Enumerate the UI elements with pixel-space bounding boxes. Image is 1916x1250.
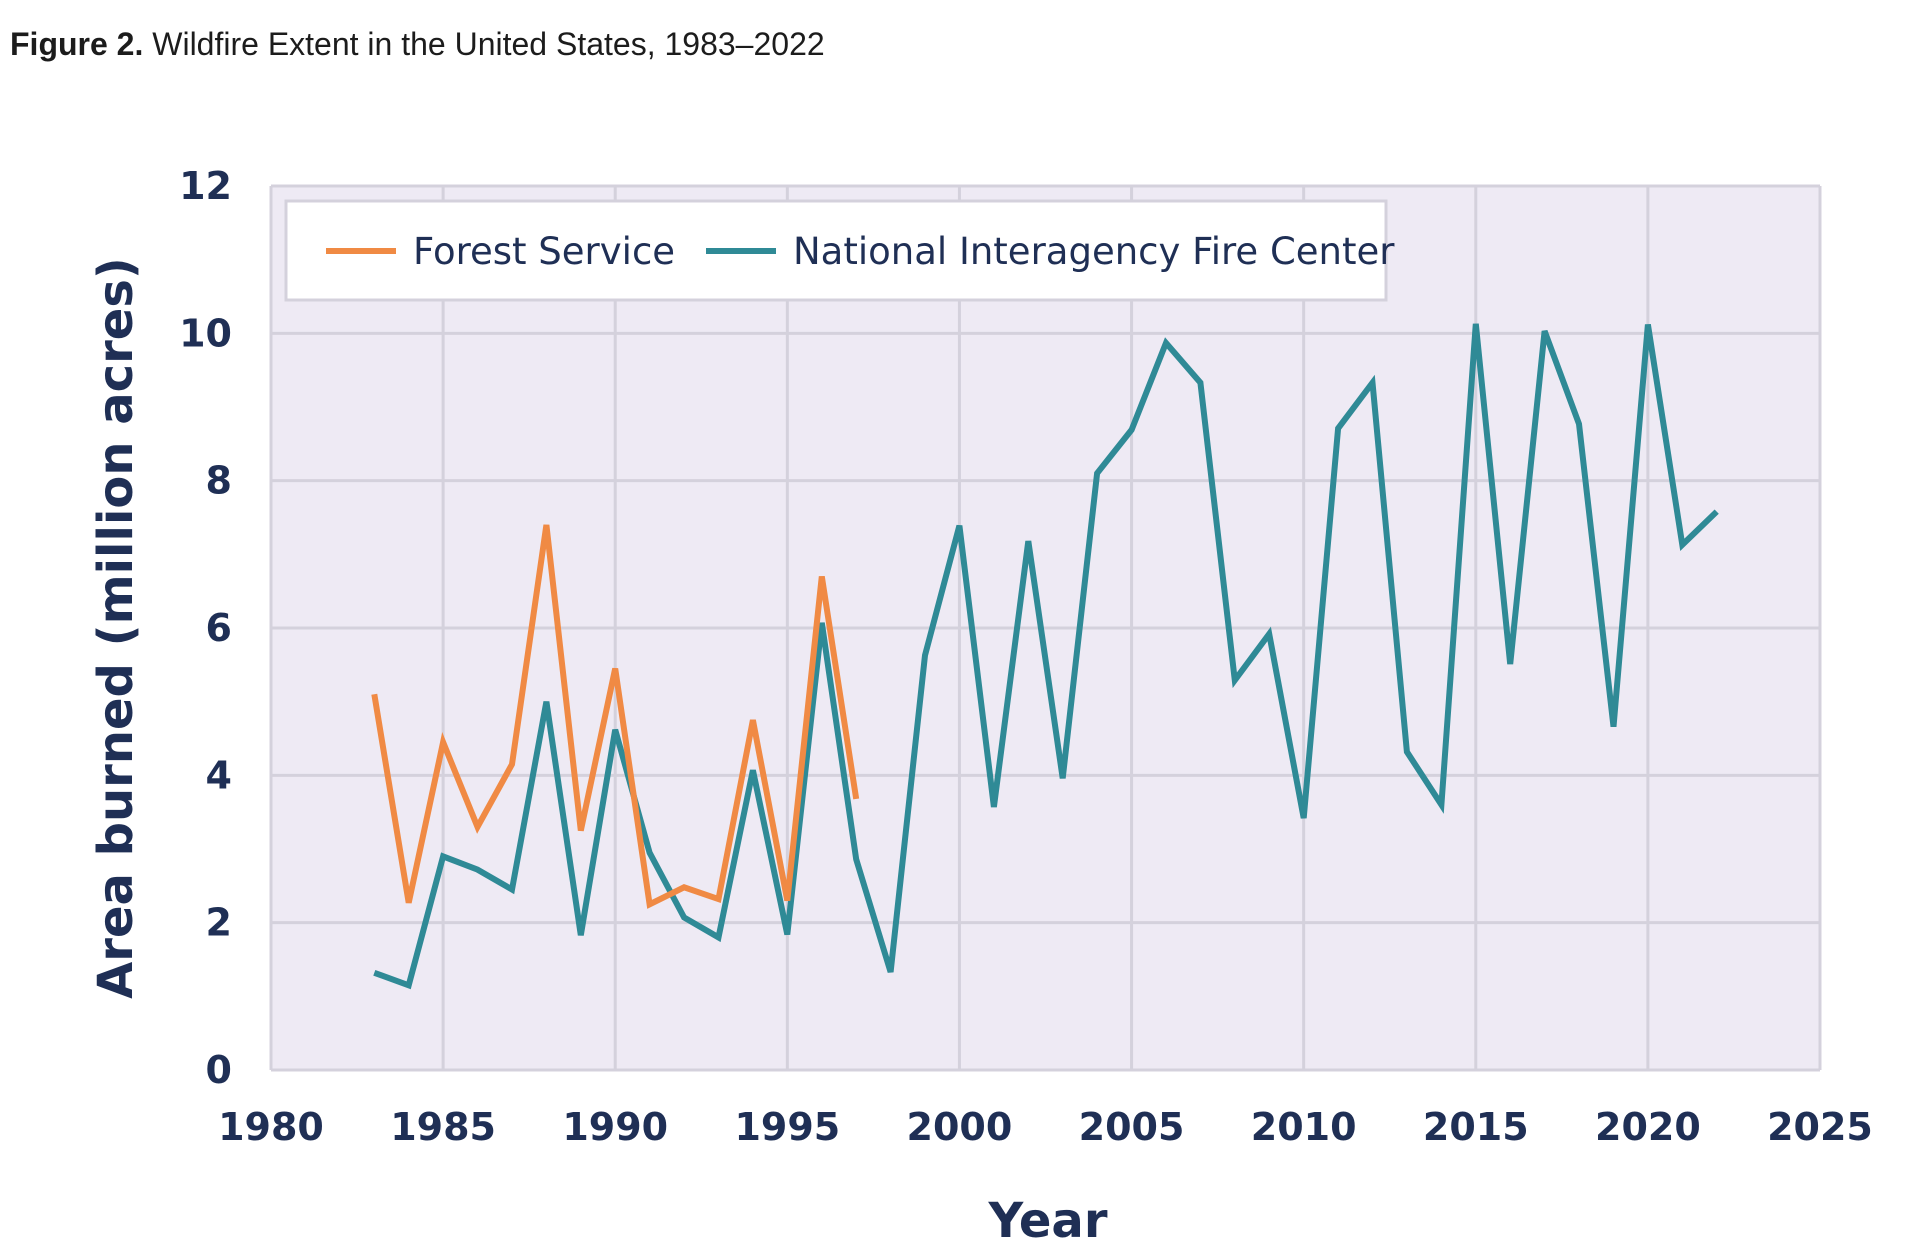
y-axis-ticks: 0 2 4 6 8 10 12 xyxy=(179,164,232,1092)
x-tick-label: 2020 xyxy=(1595,1105,1701,1149)
legend-label-nifc: National Interagency Fire Center xyxy=(793,230,1395,273)
x-tick-label: 1995 xyxy=(734,1105,840,1149)
x-tick-label: 2005 xyxy=(1079,1105,1185,1149)
y-tick-label: 10 xyxy=(179,311,232,355)
x-tick-label: 1980 xyxy=(218,1105,324,1149)
x-tick-label: 1990 xyxy=(562,1105,668,1149)
figure-label: Figure 2. xyxy=(10,26,144,62)
grid-lines xyxy=(269,184,1822,1072)
series-lines xyxy=(371,323,1719,990)
figure-title: Wildfire Extent in the United States, 19… xyxy=(152,26,825,62)
x-axis-ticks: 1980 1985 1990 1995 2000 2005 2010 2015 2020 2025 xyxy=(218,1105,1873,1149)
x-tick-label: 2025 xyxy=(1767,1105,1873,1149)
x-tick-label: 1985 xyxy=(390,1105,496,1149)
figure-caption: Figure 2. Wildfire Extent in the United … xyxy=(10,26,825,63)
x-tick-label: 2000 xyxy=(907,1105,1013,1149)
series-line-national-interagency-fire-center xyxy=(373,323,1719,990)
y-tick-label: 4 xyxy=(206,753,232,797)
y-tick-label: 6 xyxy=(206,606,232,650)
series-line-forest-service xyxy=(371,524,860,909)
x-tick-label: 2010 xyxy=(1251,1105,1357,1149)
y-tick-label: 0 xyxy=(206,1048,232,1092)
legend: Forest Service National Interagency Fire… xyxy=(284,199,1395,302)
x-tick-label: 2015 xyxy=(1423,1105,1529,1149)
y-tick-label: 8 xyxy=(206,459,232,503)
legend-box xyxy=(284,199,1388,302)
y-axis-title: Area burned (million acres) xyxy=(88,257,144,999)
legend-label-forest-service: Forest Service xyxy=(413,230,675,273)
y-tick-label: 12 xyxy=(179,164,232,208)
x-axis-title: Year xyxy=(988,1193,1108,1249)
y-tick-label: 2 xyxy=(206,901,232,945)
